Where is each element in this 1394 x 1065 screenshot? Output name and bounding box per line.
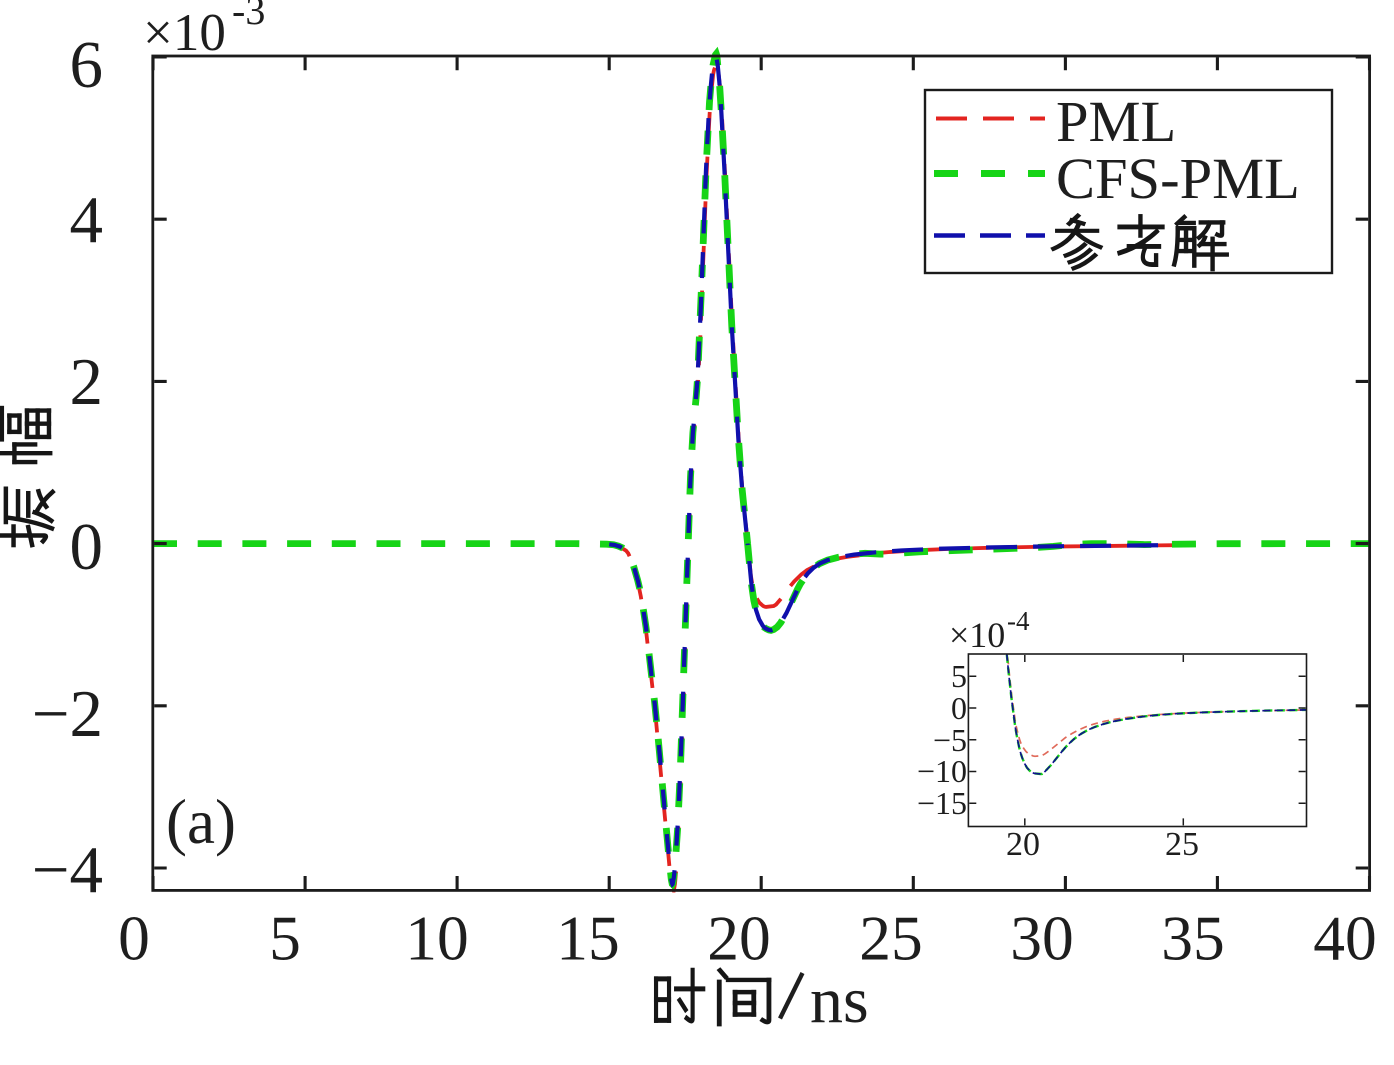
svg-text:−15: −15 xyxy=(917,785,967,821)
svg-text:5: 5 xyxy=(951,658,967,694)
svg-text:−5: −5 xyxy=(933,722,967,758)
svg-text:20: 20 xyxy=(707,903,771,974)
svg-text:10: 10 xyxy=(405,903,469,974)
svg-text:-3: -3 xyxy=(232,0,265,33)
svg-text:15: 15 xyxy=(556,903,620,974)
svg-text:0: 0 xyxy=(118,903,150,974)
svg-text:30: 30 xyxy=(1010,903,1074,974)
svg-text:25: 25 xyxy=(859,903,923,974)
svg-text:0: 0 xyxy=(951,690,967,726)
svg-text:(a): (a) xyxy=(166,787,236,857)
svg-text:CFS-PML: CFS-PML xyxy=(1056,146,1300,211)
svg-text:−10: −10 xyxy=(917,753,967,789)
svg-text:ns: ns xyxy=(810,964,869,1037)
svg-text:40: 40 xyxy=(1313,903,1377,974)
svg-text:-4: -4 xyxy=(1007,606,1030,636)
svg-text:2: 2 xyxy=(70,345,104,419)
svg-text:×10: ×10 xyxy=(143,4,226,62)
svg-text:4: 4 xyxy=(70,183,104,257)
svg-text:0: 0 xyxy=(70,510,104,584)
svg-text:6: 6 xyxy=(70,28,104,102)
svg-text:35: 35 xyxy=(1161,903,1225,974)
svg-text:PML: PML xyxy=(1056,89,1176,154)
svg-text:5: 5 xyxy=(269,903,301,974)
svg-text:−2: −2 xyxy=(32,677,103,751)
svg-text:25: 25 xyxy=(1165,826,1199,863)
svg-text:×10: ×10 xyxy=(949,615,1005,655)
svg-text:−4: −4 xyxy=(32,833,103,907)
svg-text:20: 20 xyxy=(1006,826,1040,863)
